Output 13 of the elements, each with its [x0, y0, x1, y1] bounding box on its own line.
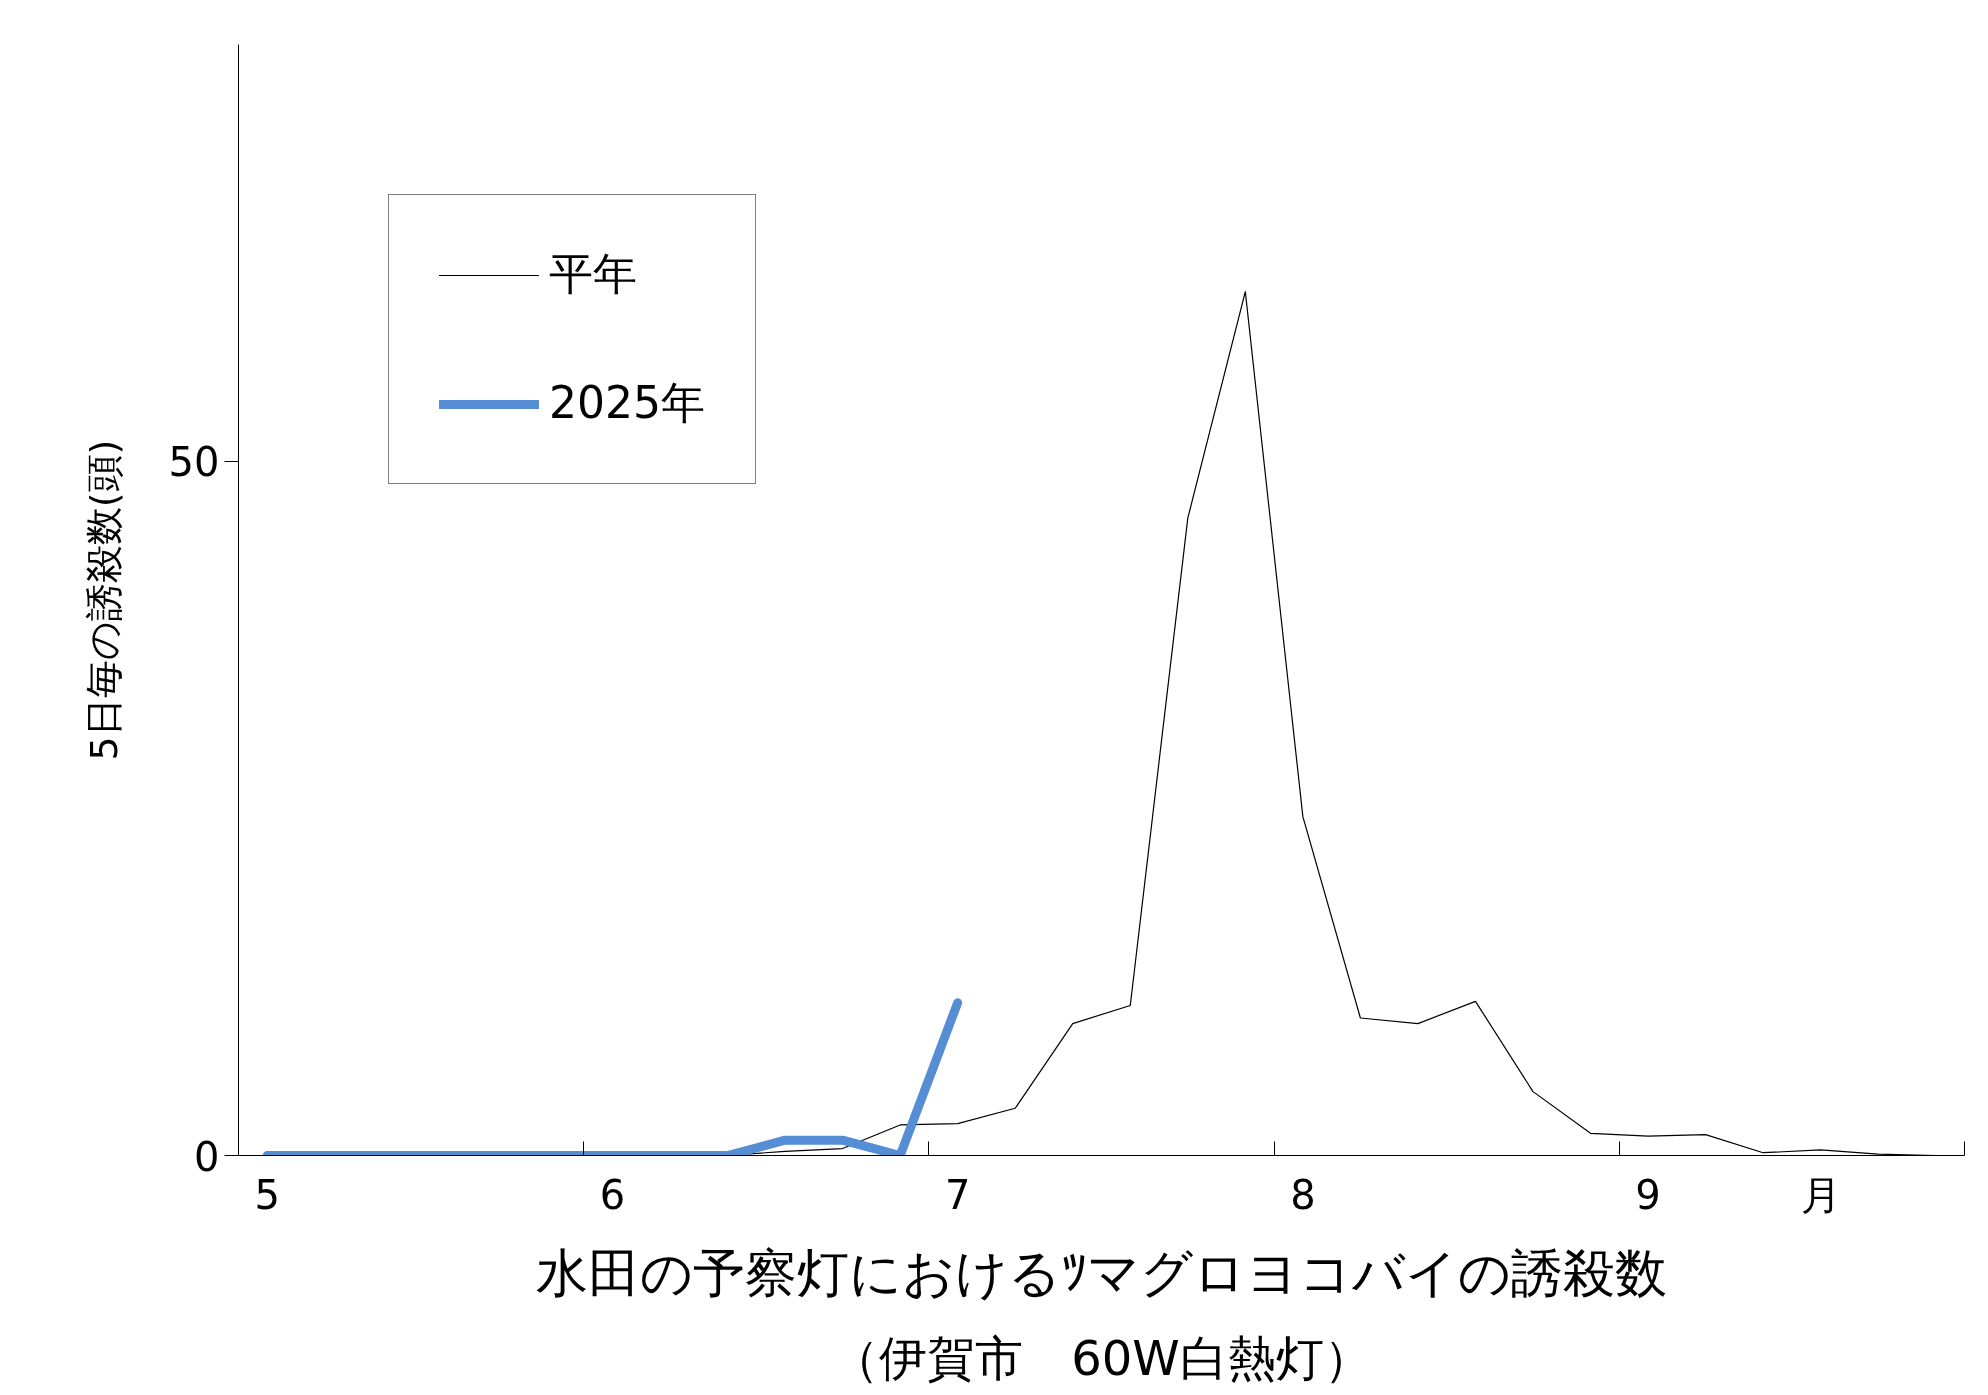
x-tick-label: 8: [1290, 1171, 1316, 1218]
y-tick-label: 50: [168, 439, 220, 486]
x-tick-label: 7: [944, 1171, 971, 1218]
text: （伊賀市 60W白熱灯）: [831, 1329, 1372, 1386]
x-tick-label: 5: [254, 1171, 280, 1218]
text: 水田の予察灯におけるﾂマグロヨコバイの誘殺数: [536, 1242, 1667, 1303]
y-axis-title: 5日毎の誘殺数(頭): [81, 439, 126, 761]
x-tick-label: 6: [599, 1171, 626, 1218]
x-tick-label: 月: [1800, 1171, 1841, 1218]
legend-label: 平年: [549, 247, 637, 301]
x-tick-label: 9: [1635, 1171, 1661, 1218]
y-tick-label: 0: [194, 1133, 220, 1180]
legend-label: 2025年: [549, 376, 705, 430]
